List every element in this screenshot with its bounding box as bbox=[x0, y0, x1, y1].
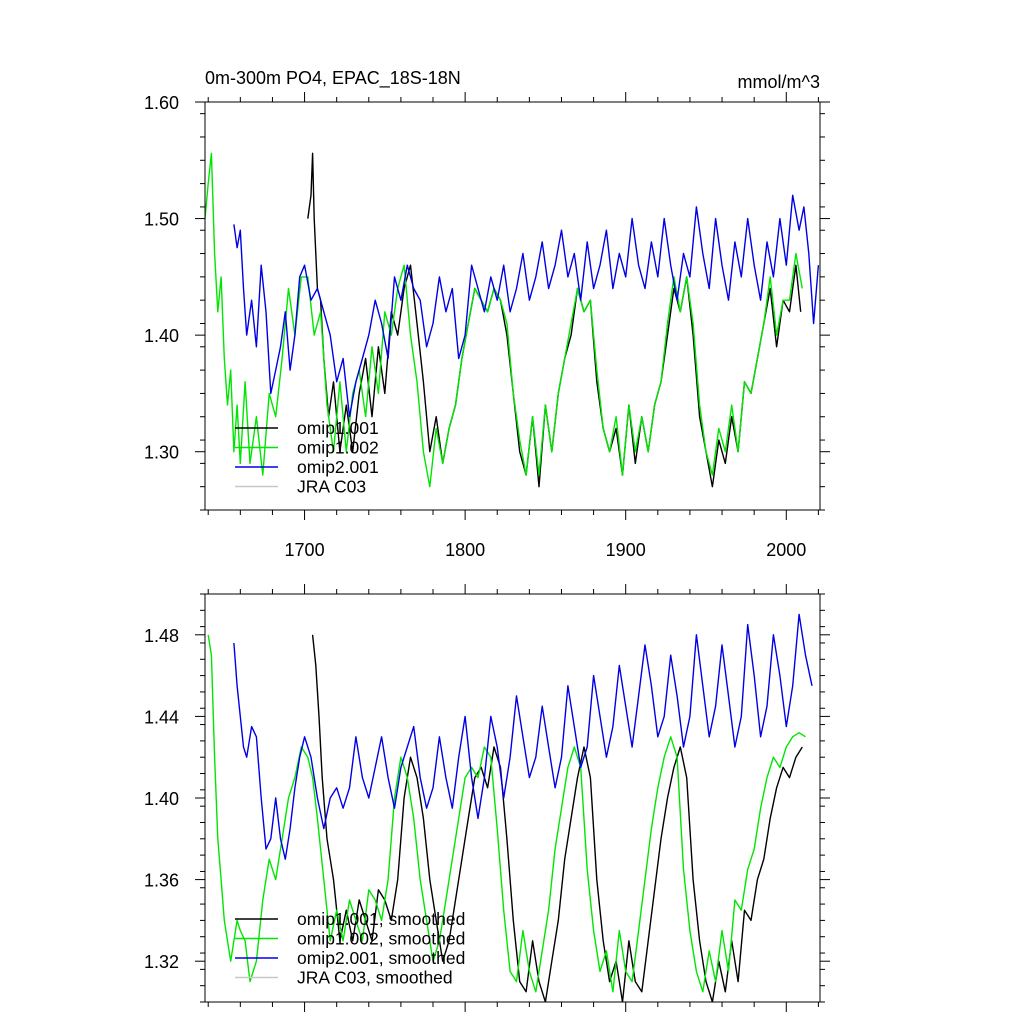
top-panel-series-line-1 bbox=[205, 152, 803, 488]
bottom-panel-y-tick-label: 1.40 bbox=[144, 789, 179, 809]
bottom-panel-y-tick-label: 1.48 bbox=[144, 626, 179, 646]
bottom-panel-y-tick-label: 1.44 bbox=[144, 707, 179, 727]
top-panel-legend-label: JRA C03 bbox=[297, 477, 366, 497]
top-panel: 0m-300m PO4, EPAC_18S-18N mmol/m^3 1700 1… bbox=[144, 68, 830, 560]
top-panel-y-tick-label: 1.50 bbox=[144, 210, 179, 230]
bottom-panel-legend-label: omip1.002, smoothed bbox=[297, 929, 465, 949]
bottom-panel-axes-layer: 1.32 1.36 1.40 1.44 1.48 bbox=[144, 584, 830, 1012]
top-panel-y-tick-label: 1.60 bbox=[144, 93, 179, 113]
top-panel-x-tick-label: 1700 bbox=[285, 540, 325, 560]
bottom-panel-y-tick-label: 1.32 bbox=[144, 952, 179, 972]
bottom-panel-legend-label: JRA C03, smoothed bbox=[297, 968, 453, 988]
bottom-panel-y-tick-label: 1.36 bbox=[144, 871, 179, 891]
top-panel-series-line-2 bbox=[233, 194, 820, 418]
bottom-panel-series-layer bbox=[207, 613, 813, 1002]
top-panel-title: 0m-300m PO4, EPAC_18S-18N bbox=[205, 68, 461, 89]
bottom-panel-series-line-2 bbox=[233, 613, 813, 860]
top-panel-y-tick-label: 1.40 bbox=[144, 326, 179, 346]
bottom-panel: 1.32 1.36 1.40 1.44 1.48 omip1.001, smoothed… bbox=[144, 584, 830, 1012]
bottom-panel-legend-label: omip1.001, smoothed bbox=[297, 909, 465, 929]
top-panel-series-layer bbox=[205, 152, 820, 488]
top-panel-legend-label: omip1.001 bbox=[297, 418, 379, 438]
top-panel-series-line-0 bbox=[307, 152, 802, 488]
top-panel-y-tick-label: 1.30 bbox=[144, 443, 179, 463]
top-panel-axes-layer: 1700 1800 1900 2000 1.30 1.40 1.50 1.60 bbox=[144, 92, 830, 560]
bottom-panel-legend-label: omip2.001, smoothed bbox=[297, 948, 465, 968]
top-panel-units: mmol/m^3 bbox=[738, 72, 820, 92]
top-panel-x-tick-label: 1800 bbox=[445, 540, 485, 560]
top-panel-x-tick-label: 2000 bbox=[766, 540, 806, 560]
top-panel-legend-label: omip1.002 bbox=[297, 438, 379, 458]
top-panel-x-tick-label: 1900 bbox=[606, 540, 646, 560]
top-panel-legend-label: omip2.001 bbox=[297, 457, 379, 477]
top-panel-plot-frame bbox=[204, 101, 821, 511]
